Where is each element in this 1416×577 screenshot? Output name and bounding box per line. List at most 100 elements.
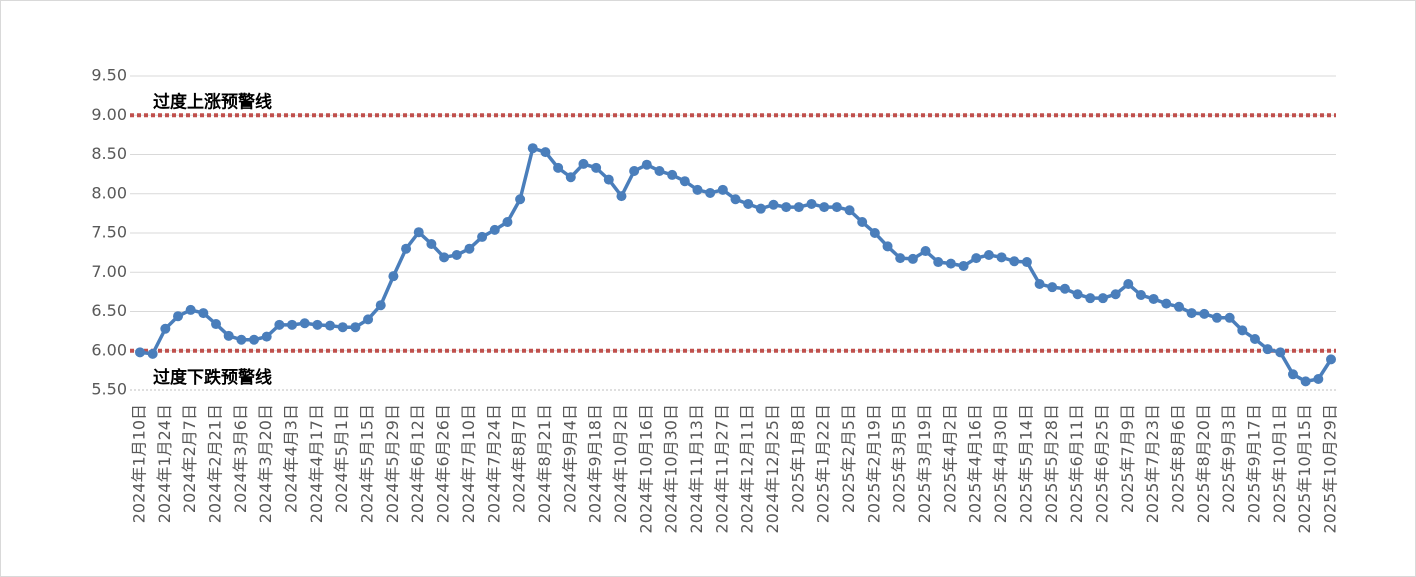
data-point — [1173, 301, 1184, 312]
data-point — [641, 159, 652, 170]
data-point — [160, 323, 171, 334]
data-point — [211, 319, 222, 330]
data-point — [869, 228, 880, 238]
y-tick-label: 7.50 — [91, 223, 127, 242]
data-point — [1097, 293, 1108, 304]
data-point — [1047, 282, 1058, 293]
data-point — [616, 191, 627, 202]
x-tick-label: 2024年2月21日 — [206, 404, 225, 523]
data-point — [958, 260, 969, 271]
data-point — [983, 249, 994, 260]
data-point — [920, 246, 931, 257]
data-point — [287, 319, 298, 330]
data-point — [1275, 347, 1286, 358]
y-tick-label: 8.50 — [91, 144, 127, 163]
data-point — [1313, 374, 1324, 385]
data-point — [375, 300, 386, 311]
data-point — [1009, 256, 1020, 267]
x-tick-label: 2025年10月15日 — [1295, 404, 1314, 533]
x-tick-label: 2025年5月28日 — [1042, 404, 1061, 523]
data-point — [325, 320, 336, 331]
x-tick-label: 2024年8月21日 — [535, 404, 554, 523]
y-tick-label: 9.50 — [91, 66, 127, 85]
x-tick-label: 2025年2月5日 — [839, 404, 858, 513]
data-point — [755, 203, 766, 214]
data-point — [831, 202, 842, 213]
data-point — [1211, 312, 1222, 323]
x-tick-label: 2024年6月26日 — [434, 404, 453, 523]
data-point — [1287, 369, 1298, 380]
x-tick-label: 2025年8月20日 — [1194, 404, 1213, 523]
data-point — [806, 198, 817, 209]
data-point — [147, 348, 158, 359]
x-tick-label: 2025年6月11日 — [1067, 404, 1086, 523]
data-point — [857, 217, 868, 228]
x-tick-label: 2025年4月2日 — [940, 404, 959, 513]
data-point — [1110, 289, 1121, 300]
data-point — [933, 257, 944, 268]
data-point — [299, 318, 310, 329]
x-tick-label: 2025年5月14日 — [1016, 404, 1035, 523]
data-point — [945, 258, 956, 269]
x-tick-label: 2025年4月16日 — [966, 404, 985, 523]
x-tick-label: 2025年9月17日 — [1244, 404, 1263, 523]
data-point — [1326, 354, 1336, 365]
data-point — [895, 253, 906, 264]
x-tick-label: 2024年7月24日 — [484, 404, 503, 523]
x-tick-label: 2025年7月23日 — [1143, 404, 1162, 523]
x-tick-label: 2025年7月9日 — [1118, 404, 1137, 513]
data-point — [1135, 290, 1146, 301]
data-point — [312, 319, 323, 330]
x-tick-label: 2025年10月1日 — [1270, 404, 1289, 523]
x-tick-label: 2024年4月3日 — [282, 404, 301, 513]
x-tick-label: 2024年9月18日 — [586, 404, 605, 523]
data-point — [667, 169, 678, 180]
data-point — [1186, 308, 1197, 319]
data-point — [401, 243, 412, 254]
data-point — [654, 165, 665, 176]
y-tick-label: 6.50 — [91, 301, 127, 320]
data-point — [515, 194, 526, 205]
data-point — [603, 174, 614, 185]
data-point — [223, 330, 234, 341]
data-point — [743, 198, 754, 209]
data-point — [439, 252, 450, 263]
x-tick-label: 2024年7月10日 — [459, 404, 478, 523]
data-point — [793, 202, 804, 213]
data-point — [565, 172, 576, 183]
data-point — [844, 205, 855, 216]
reference-label: 过度上涨预警线 — [153, 91, 272, 112]
reference-label: 过度下跌预警线 — [153, 367, 272, 388]
data-point — [971, 253, 982, 264]
data-point — [629, 165, 640, 176]
x-tick-label: 2024年2月7日 — [180, 404, 199, 513]
x-tick-label: 2025年6月25日 — [1092, 404, 1111, 523]
data-point — [135, 347, 145, 358]
x-tick-label: 2024年5月1日 — [332, 404, 351, 513]
data-point — [502, 217, 513, 228]
data-point — [591, 162, 602, 173]
data-point — [1237, 325, 1248, 336]
y-tick-label: 9.00 — [91, 105, 127, 124]
data-point — [464, 243, 475, 254]
data-point — [337, 322, 348, 333]
x-tick-label: 2025年2月19日 — [864, 404, 883, 523]
data-point — [1300, 376, 1311, 387]
x-tick-label: 2024年12月25日 — [763, 404, 782, 533]
x-tick-label: 2025年1月22日 — [814, 404, 833, 523]
data-point — [185, 304, 196, 315]
x-tick-label: 2024年3月6日 — [231, 404, 250, 513]
data-point — [388, 271, 399, 282]
data-point — [527, 143, 538, 154]
data-point — [477, 231, 488, 242]
y-tick-label: 8.00 — [91, 183, 127, 202]
data-point — [996, 252, 1007, 263]
data-point — [1034, 279, 1045, 290]
data-point — [1085, 293, 1096, 304]
data-point — [1249, 333, 1260, 344]
x-tick-label: 2025年4月30日 — [991, 404, 1010, 523]
data-point — [1161, 298, 1172, 309]
data-point — [1059, 283, 1070, 294]
data-point — [768, 199, 779, 210]
